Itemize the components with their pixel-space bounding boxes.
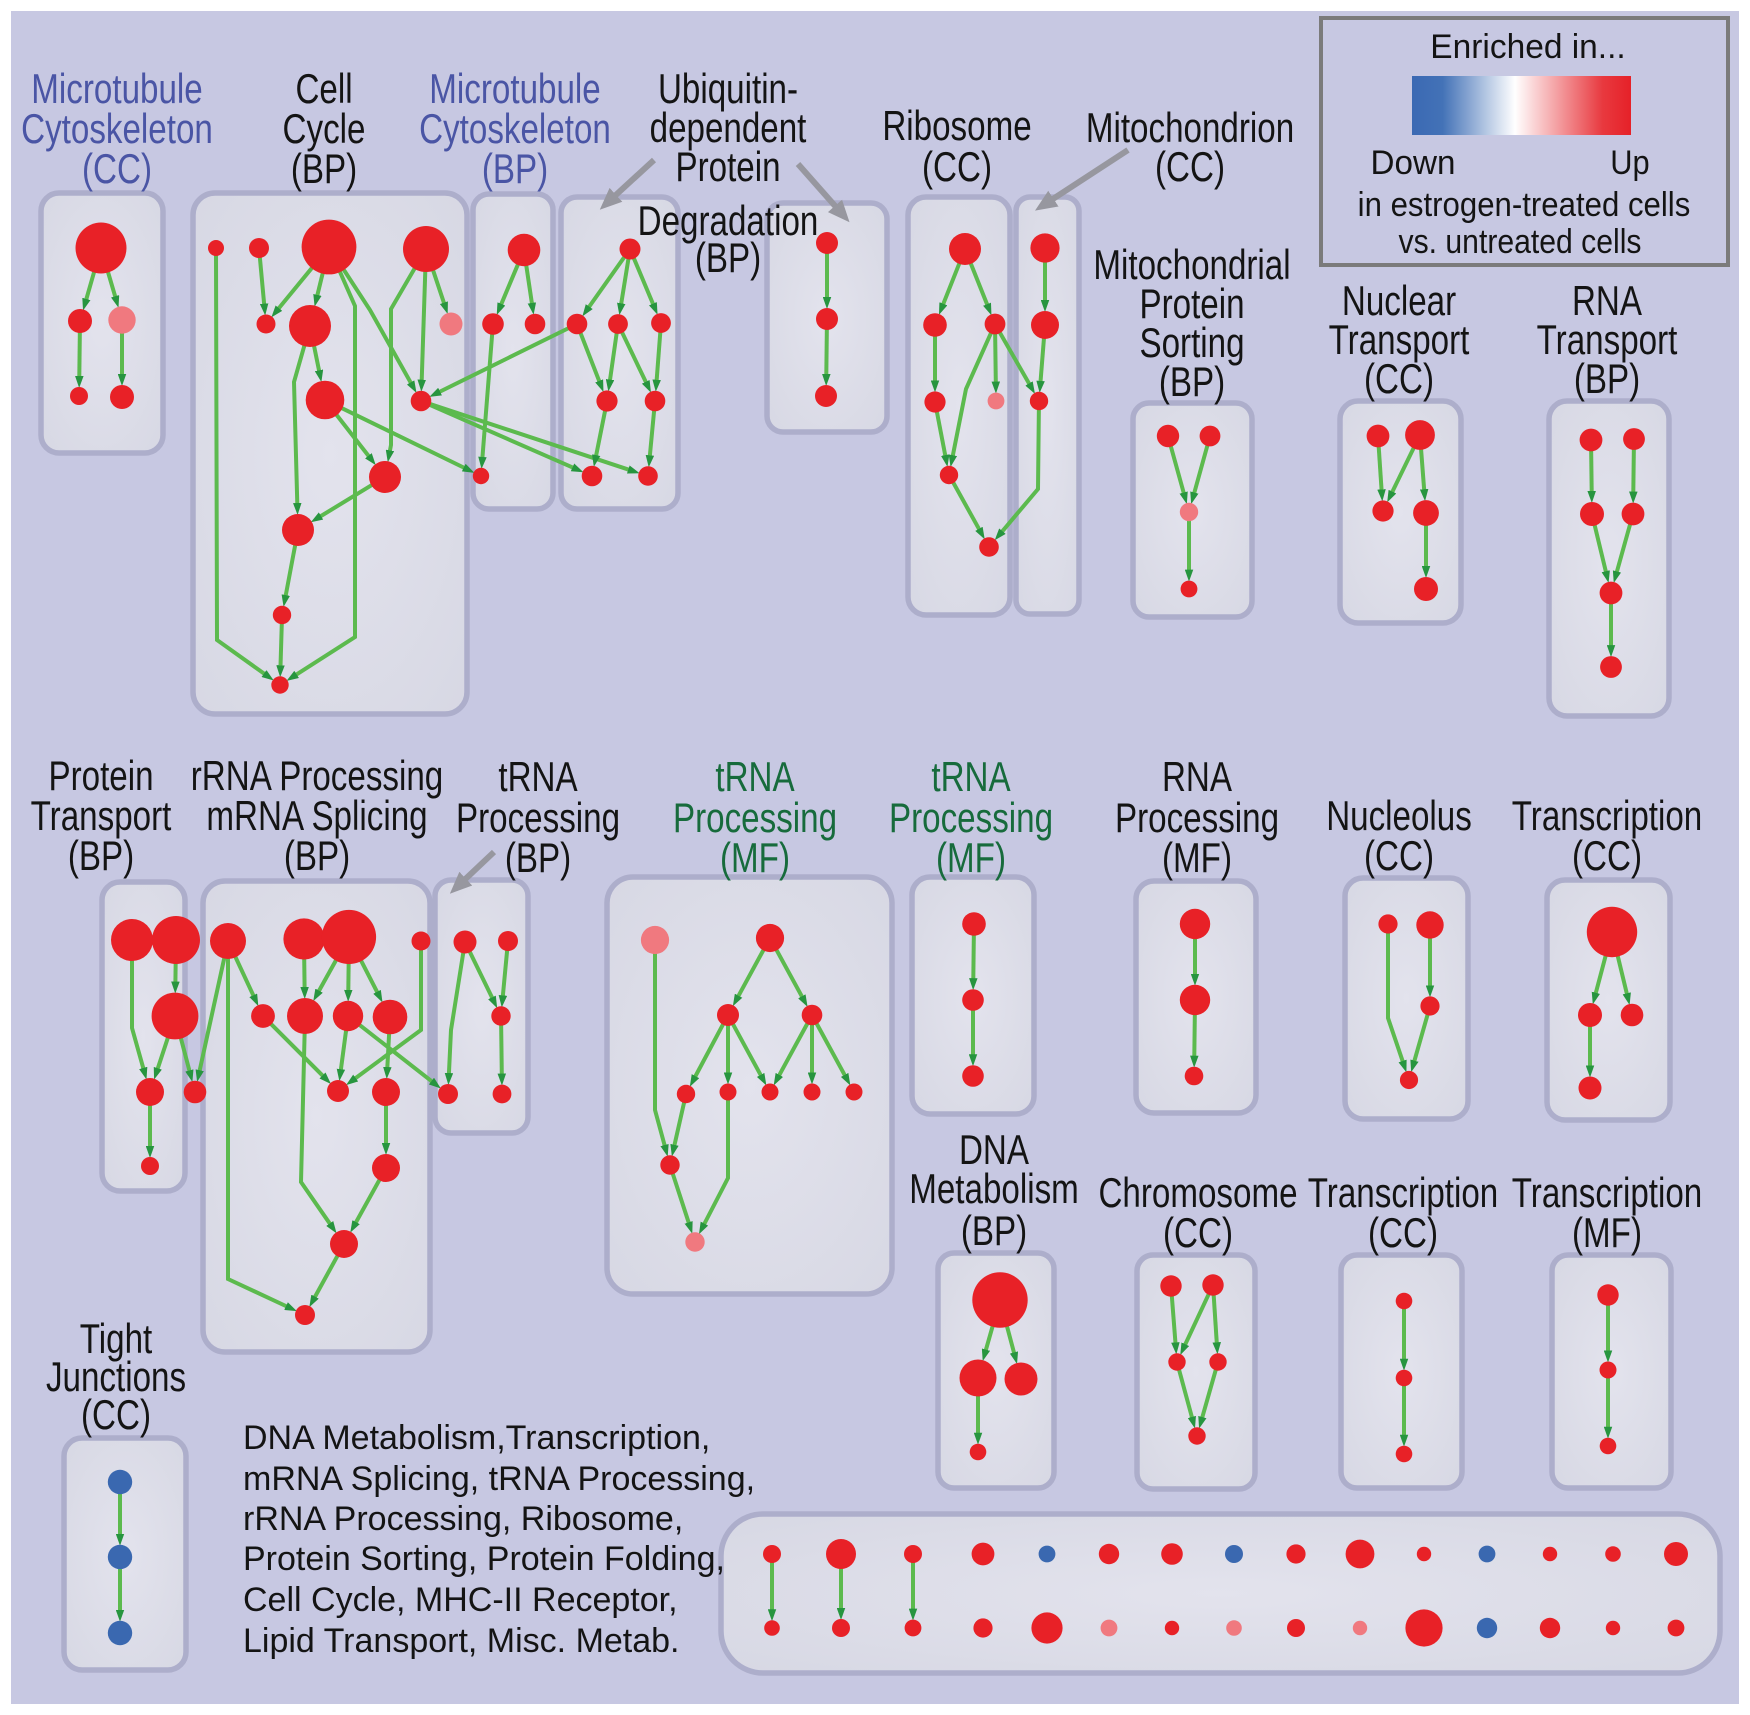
svg-text:rRNA Processing, Ribosome,: rRNA Processing, Ribosome, (243, 1500, 683, 1538)
svg-text:Processing: Processing (456, 795, 620, 842)
svg-text:Transcription: Transcription (1512, 793, 1702, 840)
svg-text:Protein Sorting, Protein Foldi: Protein Sorting, Protein Folding, (243, 1540, 725, 1578)
svg-text:DNA Metabolism,Transcription,: DNA Metabolism,Transcription, (243, 1419, 710, 1457)
svg-text:(BP): (BP) (482, 146, 548, 193)
svg-text:Cytoskeleton: Cytoskeleton (21, 106, 213, 153)
svg-text:(BP): (BP) (505, 835, 571, 882)
svg-text:(MF): (MF) (720, 835, 790, 882)
svg-text:Transport: Transport (31, 793, 172, 840)
svg-text:(CC): (CC) (1572, 833, 1642, 880)
svg-text:RNA: RNA (1162, 754, 1233, 801)
svg-text:Cell: Cell (295, 66, 352, 113)
svg-text:Protein: Protein (48, 753, 153, 800)
svg-text:(BP): (BP) (68, 833, 134, 880)
svg-text:Down: Down (1371, 145, 1456, 182)
svg-text:(BP): (BP) (291, 146, 357, 193)
svg-text:Lipid Transport, Misc. Metab.: Lipid Transport, Misc. Metab. (243, 1622, 680, 1660)
svg-text:(CC): (CC) (1155, 144, 1225, 191)
svg-text:(MF): (MF) (1162, 835, 1232, 882)
svg-text:Sorting: Sorting (1139, 320, 1244, 367)
svg-text:(CC): (CC) (1163, 1210, 1233, 1257)
svg-text:vs. untreated cells: vs. untreated cells (1399, 222, 1642, 260)
svg-text:rRNA Processing: rRNA Processing (191, 753, 443, 800)
svg-text:Cycle: Cycle (283, 106, 366, 153)
svg-text:(BP): (BP) (695, 235, 761, 282)
svg-text:Transcription: Transcription (1512, 1170, 1702, 1217)
svg-text:RNA: RNA (1572, 278, 1643, 325)
svg-text:(CC): (CC) (81, 1392, 151, 1439)
svg-text:(MF): (MF) (1572, 1210, 1642, 1257)
svg-text:(BP): (BP) (961, 1208, 1027, 1255)
svg-text:Protein: Protein (1139, 281, 1244, 328)
svg-text:Nuclear: Nuclear (1342, 278, 1456, 325)
svg-text:Transport: Transport (1537, 317, 1678, 364)
svg-text:Degradation: Degradation (638, 198, 819, 245)
svg-text:dependent: dependent (650, 105, 807, 152)
svg-text:Ribosome: Ribosome (882, 103, 1031, 150)
svg-text:Processing: Processing (673, 795, 837, 842)
svg-text:Junctions: Junctions (46, 1354, 186, 1401)
svg-text:Processing: Processing (1115, 795, 1279, 842)
svg-text:Microtubule: Microtubule (31, 66, 202, 113)
svg-text:(CC): (CC) (1368, 1210, 1438, 1257)
svg-text:Processing: Processing (889, 795, 1053, 842)
svg-text:(CC): (CC) (82, 146, 152, 193)
svg-text:(CC): (CC) (922, 144, 992, 191)
svg-text:Microtubule: Microtubule (429, 66, 600, 113)
svg-text:Cell Cycle, MHC-II Receptor,: Cell Cycle, MHC-II Receptor, (243, 1581, 678, 1619)
svg-text:(CC): (CC) (1364, 356, 1434, 403)
svg-text:Transcription: Transcription (1308, 1170, 1498, 1217)
svg-text:(BP): (BP) (1574, 356, 1640, 403)
svg-text:in estrogen-treated cells: in estrogen-treated cells (1358, 185, 1691, 224)
svg-text:Tight: Tight (80, 1316, 153, 1363)
svg-text:DNA: DNA (959, 1127, 1030, 1174)
svg-text:(BP): (BP) (1159, 359, 1225, 406)
svg-text:Mitochondrion: Mitochondrion (1086, 105, 1294, 152)
svg-text:Transport: Transport (1329, 317, 1470, 364)
svg-text:Cytoskeleton: Cytoskeleton (419, 106, 611, 153)
svg-text:Chromosome: Chromosome (1098, 1170, 1297, 1217)
svg-text:tRNA: tRNA (715, 754, 795, 801)
svg-text:Ubiquitin-: Ubiquitin- (658, 66, 798, 113)
svg-text:Enriched in...: Enriched in... (1430, 28, 1625, 66)
svg-text:Nucleolus: Nucleolus (1326, 793, 1472, 840)
svg-text:mRNA Splicing: mRNA Splicing (206, 793, 427, 840)
svg-text:Up: Up (1610, 144, 1649, 182)
svg-text:mRNA Splicing, tRNA Processing: mRNA Splicing, tRNA Processing, (243, 1460, 755, 1498)
svg-text:(BP): (BP) (284, 833, 350, 880)
svg-text:(MF): (MF) (936, 835, 1006, 882)
svg-text:tRNA: tRNA (931, 754, 1011, 801)
svg-text:Protein: Protein (675, 144, 780, 191)
svg-text:Metabolism: Metabolism (909, 1166, 1079, 1213)
svg-text:Mitochondrial: Mitochondrial (1093, 242, 1290, 289)
svg-text:tRNA: tRNA (498, 754, 578, 801)
svg-text:(CC): (CC) (1364, 833, 1434, 880)
